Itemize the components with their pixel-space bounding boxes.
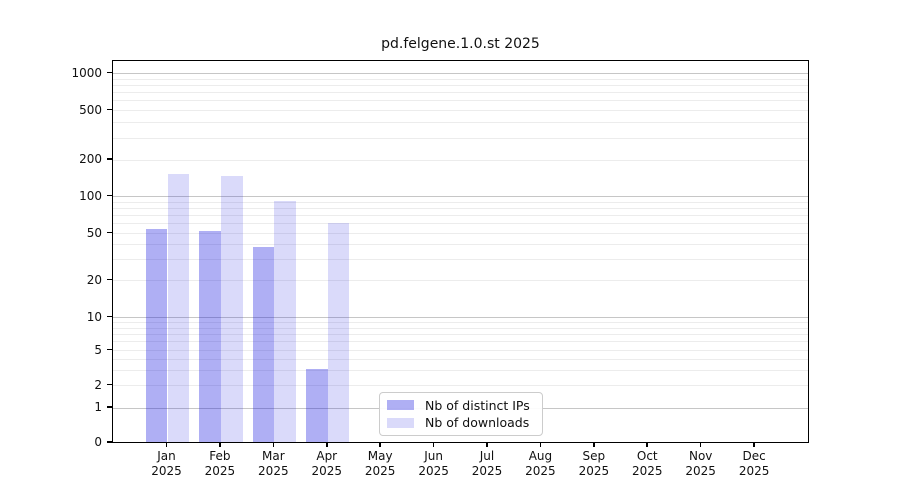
- gridline-minor-8: [113, 327, 808, 329]
- y-tick-mark-100: [107, 194, 112, 197]
- legend-item-downloads: Nb of downloads: [387, 415, 535, 430]
- gridline-minor-20: [113, 280, 808, 281]
- gridline-minor-200: [113, 159, 808, 161]
- x-tick-label-oct: Oct 2025: [631, 449, 663, 478]
- gridline-minor-3: [113, 369, 808, 371]
- legend: Nb of distinct IPs Nb of downloads: [379, 392, 543, 436]
- x-tick-mark-sep: [593, 442, 595, 447]
- x-tick-label-dec: Dec 2025: [738, 449, 770, 478]
- gridline-minor-60: [113, 223, 808, 225]
- gridline-minor-500: [113, 110, 808, 111]
- bar-distinct-ips-feb: [199, 231, 221, 442]
- x-tick-label-feb: Feb 2025: [204, 449, 236, 478]
- gridline-minor-800: [113, 84, 808, 86]
- y-tick-label-20: 20: [86, 272, 102, 287]
- x-tick-label-sep: Sep 2025: [578, 449, 610, 478]
- x-tick-label-jul: Jul 2025: [471, 449, 503, 478]
- y-tick-mark-500: [107, 108, 112, 111]
- x-tick-label-jun: Jun 2025: [418, 449, 449, 478]
- x-tick-label-may: May 2025: [364, 449, 396, 478]
- legend-swatch-distinct-ips: [387, 400, 414, 411]
- x-tick-mark-mar: [272, 442, 275, 447]
- bar-downloads-jan: [167, 174, 190, 442]
- gridline-major-10: [113, 317, 808, 318]
- bar-downloads-apr: [327, 222, 350, 442]
- gridline-minor-9: [113, 322, 808, 324]
- gridline-minor-7: [113, 333, 808, 335]
- y-tick-label-1000: 1000: [71, 65, 102, 80]
- bar-downloads-mar: [274, 201, 296, 442]
- y-tick-mark-0: [107, 441, 112, 443]
- gridline-minor-300: [113, 137, 808, 139]
- x-tick-mark-feb: [219, 442, 221, 447]
- y-tick-mark-20: [107, 278, 112, 281]
- y-tick-label-0: 0: [94, 435, 102, 449]
- y-tick-label-500: 500: [79, 102, 102, 117]
- x-tick-mark-dec: [753, 442, 755, 447]
- x-tick-label-jan: Jan 2025: [151, 449, 182, 478]
- legend-label-distinct-ips: Nb of distinct IPs: [425, 397, 530, 413]
- y-tick-mark-5: [107, 348, 112, 351]
- chart-title: pd.felgene.1.0.st 2025: [381, 36, 540, 52]
- legend-label-downloads: Nb of downloads: [425, 415, 530, 431]
- y-tick-label-200: 200: [79, 152, 102, 166]
- y-tick-mark-1: [107, 406, 112, 408]
- x-tick-mark-aug: [539, 442, 542, 447]
- bar-distinct-ips-apr: [306, 369, 328, 442]
- gridline-major-100: [113, 196, 808, 197]
- x-tick-mark-jul: [486, 442, 488, 447]
- gridline-minor-600: [113, 100, 808, 102]
- x-tick-mark-may: [379, 442, 381, 447]
- y-tick-mark-200: [107, 158, 112, 160]
- x-tick-label-mar: Mar 2025: [258, 449, 289, 478]
- legend-swatch-downloads: [387, 417, 414, 428]
- legend-item-distinct-ips: Nb of distinct IPs: [387, 398, 535, 413]
- y-tick-label-100: 100: [79, 188, 102, 203]
- y-tick-label-10: 10: [86, 309, 102, 324]
- gridline-minor-70: [113, 215, 808, 217]
- x-tick-mark-oct: [646, 442, 649, 447]
- gridline-minor-4: [113, 358, 808, 360]
- x-tick-label-apr: Apr 2025: [311, 449, 343, 478]
- x-tick-label-nov: Nov 2025: [685, 449, 716, 478]
- gridline-minor-400: [113, 122, 808, 124]
- x-tick-mark-apr: [325, 442, 328, 447]
- y-tick-mark-50: [107, 231, 112, 234]
- y-tick-label-2: 2: [94, 377, 102, 392]
- gridline-minor-5: [113, 350, 808, 351]
- gridline-minor-50: [113, 233, 808, 234]
- x-tick-mark-jan: [165, 442, 168, 447]
- bar-distinct-ips-jan: [145, 229, 168, 442]
- x-tick-label-aug: Aug 2025: [525, 449, 556, 478]
- gridline-minor-80: [113, 207, 808, 209]
- y-tick-label-50: 50: [86, 225, 102, 240]
- x-tick-mark-jun: [432, 442, 435, 447]
- x-tick-mark-nov: [699, 442, 702, 447]
- y-tick-mark-1000: [107, 71, 112, 74]
- gridline-minor-6: [113, 341, 808, 343]
- gridline-minor-90: [113, 201, 808, 203]
- bar-downloads-feb: [220, 175, 243, 442]
- gridline-minor-40: [113, 244, 808, 246]
- y-tick-label-1: 1: [94, 400, 102, 414]
- gridline-minor-700: [113, 92, 808, 94]
- y-tick-label-5: 5: [94, 342, 102, 357]
- gridline-minor-30: [113, 259, 808, 261]
- bar-distinct-ips-mar: [252, 246, 275, 442]
- y-tick-mark-2: [107, 383, 112, 386]
- y-tick-mark-10: [107, 315, 112, 318]
- plot-area: [112, 60, 809, 443]
- gridline-minor-900: [113, 78, 808, 80]
- gridline-major-1000: [113, 73, 808, 74]
- gridline-minor-2: [113, 385, 808, 386]
